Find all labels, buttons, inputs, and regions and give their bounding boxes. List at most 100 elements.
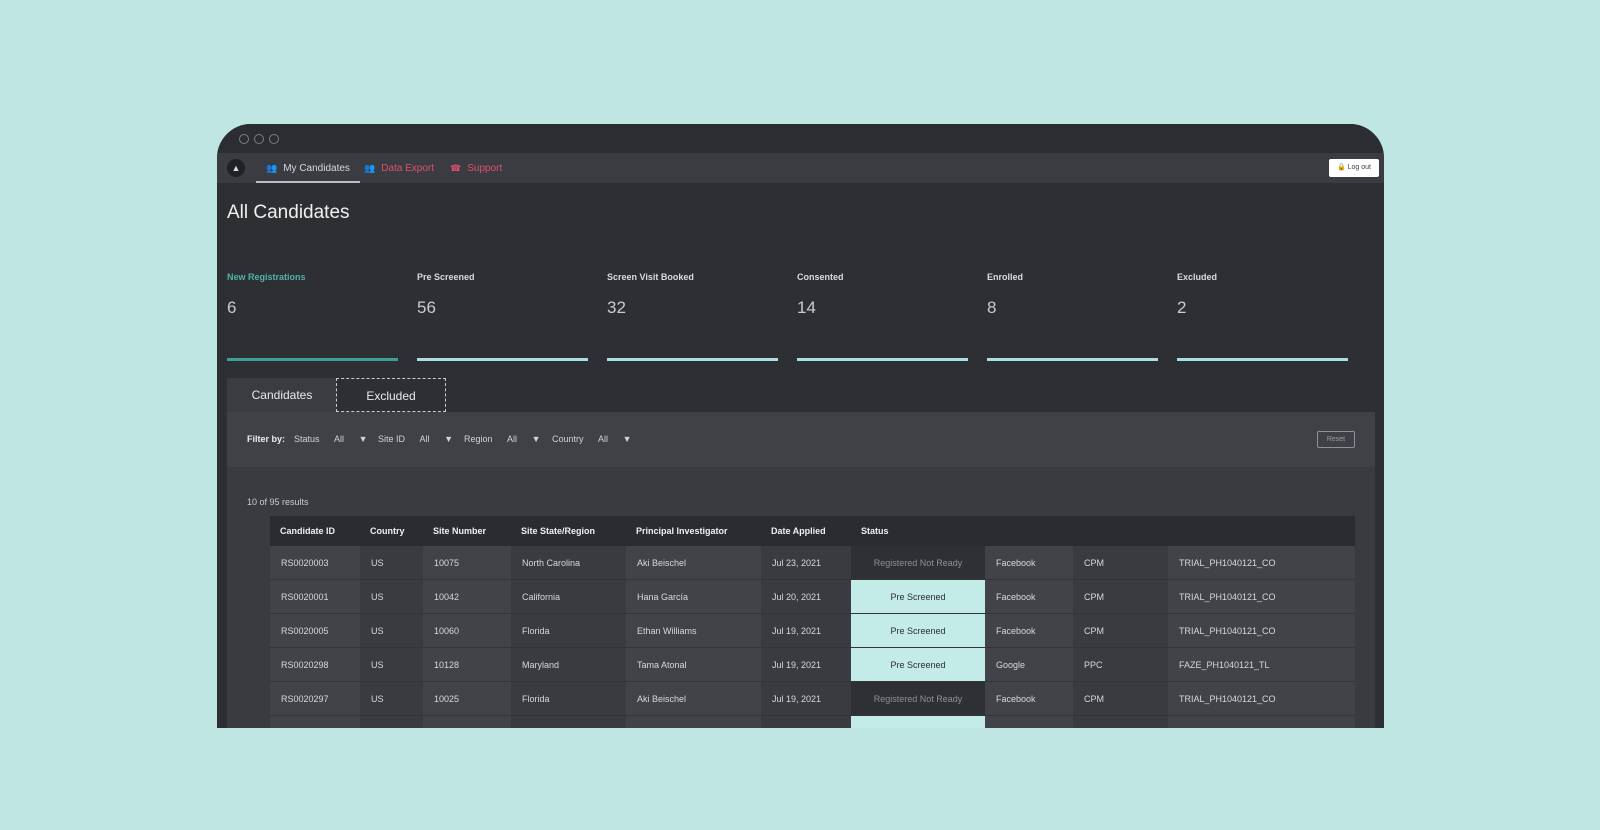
logout-button[interactable]: 🔒 Log out bbox=[1328, 159, 1379, 177]
lock-icon: 🔒 bbox=[1336, 164, 1346, 171]
window-minimize-dot[interactable] bbox=[254, 134, 264, 144]
header-site-region[interactable]: Site State/Region bbox=[511, 516, 626, 546]
cell-type: CPM bbox=[1073, 546, 1168, 580]
header-source bbox=[985, 516, 1073, 546]
stat-label: New Registrations bbox=[227, 272, 306, 282]
cell-region: Florida bbox=[511, 614, 626, 648]
stat-label: Screen Visit Booked bbox=[607, 272, 694, 282]
tab-candidates[interactable]: Candidates bbox=[227, 378, 337, 412]
stat-screen-visit-booked[interactable]: Screen Visit Booked 32 bbox=[607, 272, 778, 361]
table-header-row: Candidate ID Country Site Number Site St… bbox=[270, 516, 1355, 546]
cell-campaign: TRIAL_PH1040121_CO bbox=[1168, 580, 1355, 614]
cell-candidate-id: RS0020005 bbox=[270, 614, 360, 648]
cell-site-number: 10060 bbox=[423, 614, 511, 648]
caret-down-icon: ▼ bbox=[358, 434, 368, 444]
cell-country: US bbox=[360, 580, 423, 614]
cell-site-number: 10075 bbox=[423, 546, 511, 580]
cell-site-number: 10042 bbox=[423, 580, 511, 614]
table-row[interactable]: RS0020298 US 10128 Maryland Tama Atonal … bbox=[270, 648, 1355, 682]
filter-status[interactable]: Status All ▼ bbox=[294, 434, 368, 444]
cell-source: Facebook bbox=[985, 580, 1073, 614]
logo-icon[interactable]: ▲ bbox=[227, 159, 245, 177]
cell-pi: Tama Atonal bbox=[626, 648, 761, 682]
window-close-dot[interactable] bbox=[239, 134, 249, 144]
cell-type: CPM bbox=[1073, 580, 1168, 614]
candidates-panel: Filter by: Status All ▼ Site ID All ▼ Re… bbox=[227, 412, 1375, 728]
cell-date: Jul 19, 2021 bbox=[761, 614, 851, 648]
cell-pi: Hana García bbox=[626, 580, 761, 614]
cell-campaign: FAZE_PH1040121_TL bbox=[1168, 648, 1355, 682]
stat-excluded[interactable]: Excluded 2 bbox=[1177, 272, 1348, 361]
header-status[interactable]: Status bbox=[851, 516, 985, 546]
cell-candidate-id: RS0020001 bbox=[270, 580, 360, 614]
cell-region: North Carolina bbox=[511, 546, 626, 580]
cell-campaign: TRIAL_PH1040121_CO bbox=[1168, 682, 1355, 716]
cell-campaign: TRIAL_PH1040121_CO bbox=[1168, 614, 1355, 648]
cell-date: Jul 19, 2021 bbox=[761, 648, 851, 682]
stat-bar bbox=[797, 358, 968, 361]
results-count: 10 of 95 results bbox=[247, 497, 309, 507]
candidates-table: Candidate ID Country Site Number Site St… bbox=[270, 516, 1355, 728]
status-badge: Pre Screened bbox=[851, 648, 985, 682]
cell-type bbox=[1073, 716, 1168, 728]
cell-country: US bbox=[360, 614, 423, 648]
cell-candidate-id: RS0020298 bbox=[270, 648, 360, 682]
cell-country: US bbox=[360, 682, 423, 716]
nav-data-export[interactable]: 👥 Data Export bbox=[364, 163, 435, 174]
header-type bbox=[1073, 516, 1168, 546]
stat-value: 6 bbox=[227, 298, 237, 317]
cell-date: Jul 19, 2021 bbox=[761, 682, 851, 716]
table-row[interactable]: RS0020003 US 10075 North Carolina Aki Be… bbox=[270, 546, 1355, 580]
stat-new-registrations[interactable]: New Registrations 6 bbox=[227, 272, 398, 361]
cell-date: Jul 20, 2021 bbox=[761, 580, 851, 614]
header-site-number[interactable]: Site Number bbox=[423, 516, 511, 546]
window-maximize-dot[interactable] bbox=[269, 134, 279, 144]
top-nav: ▲ 👥 My Candidates 👥 Data Export ☎ Support 🔒… bbox=[217, 153, 1384, 183]
header-date-applied[interactable]: Date Applied bbox=[761, 516, 851, 546]
stat-label: Enrolled bbox=[987, 272, 1024, 282]
cell-source: Facebook bbox=[985, 682, 1073, 716]
header-principal-investigator[interactable]: Principal Investigator bbox=[626, 516, 761, 546]
cell-campaign: TRIAL_PH1040121_CO bbox=[1168, 546, 1355, 580]
status-badge: Pre Screened bbox=[851, 580, 985, 614]
stat-bar bbox=[607, 358, 778, 361]
stat-enrolled[interactable]: Enrolled 8 bbox=[987, 272, 1158, 361]
table-row[interactable]: RS0020001 US 10042 California Hana Garcí… bbox=[270, 580, 1355, 614]
table-row[interactable]: RS0020005 US 10060 Florida Ethan William… bbox=[270, 614, 1355, 648]
stat-consented[interactable]: Consented 14 bbox=[797, 272, 968, 361]
status-badge: Pre Screened bbox=[851, 614, 985, 648]
users-icon: 👥 bbox=[266, 163, 278, 173]
cell-type: PPC bbox=[1073, 648, 1168, 682]
cell-date: Jul 23, 2021 bbox=[761, 546, 851, 580]
caret-down-icon: ▼ bbox=[444, 434, 453, 444]
filter-region[interactable]: Region All ▼ bbox=[464, 434, 541, 444]
filter-label: Filter by: bbox=[247, 434, 286, 444]
stat-value: 56 bbox=[417, 298, 436, 317]
status-badge bbox=[851, 716, 985, 728]
cell-date bbox=[761, 716, 851, 728]
cell-site-number: 10128 bbox=[423, 648, 511, 682]
cell-pi: Aki Beischel bbox=[626, 546, 761, 580]
nav-my-candidates[interactable]: 👥 My Candidates bbox=[256, 153, 360, 183]
header-candidate-id[interactable]: Candidate ID bbox=[270, 516, 360, 546]
cell-pi bbox=[626, 716, 761, 728]
cell-country: US bbox=[360, 546, 423, 580]
filter-site-id[interactable]: Site ID All ▼ bbox=[378, 434, 453, 444]
stat-bar bbox=[417, 358, 588, 361]
header-country[interactable]: Country bbox=[360, 516, 423, 546]
cell-country: US bbox=[360, 648, 423, 682]
cell-pi: Ethan Williams bbox=[626, 614, 761, 648]
filter-country[interactable]: Country All ▼ bbox=[552, 434, 632, 444]
cell-candidate-id: RS0020003 bbox=[270, 546, 360, 580]
cell-site-number bbox=[423, 716, 511, 728]
stat-value: 8 bbox=[987, 298, 997, 317]
stat-bar bbox=[1177, 358, 1348, 361]
nav-support[interactable]: ☎ Support bbox=[450, 163, 503, 174]
reset-button[interactable]: Reset bbox=[1317, 431, 1355, 448]
app-window: ▲ 👥 My Candidates 👥 Data Export ☎ Support 🔒… bbox=[217, 124, 1384, 728]
tab-excluded[interactable]: Excluded bbox=[336, 378, 446, 412]
stat-pre-screened[interactable]: Pre Screened 56 bbox=[417, 272, 588, 361]
table-row[interactable]: RS0020297 US 10025 Florida Aki Beischel … bbox=[270, 682, 1355, 716]
table-row[interactable] bbox=[270, 716, 1355, 728]
users-icon: 👥 bbox=[364, 163, 376, 173]
